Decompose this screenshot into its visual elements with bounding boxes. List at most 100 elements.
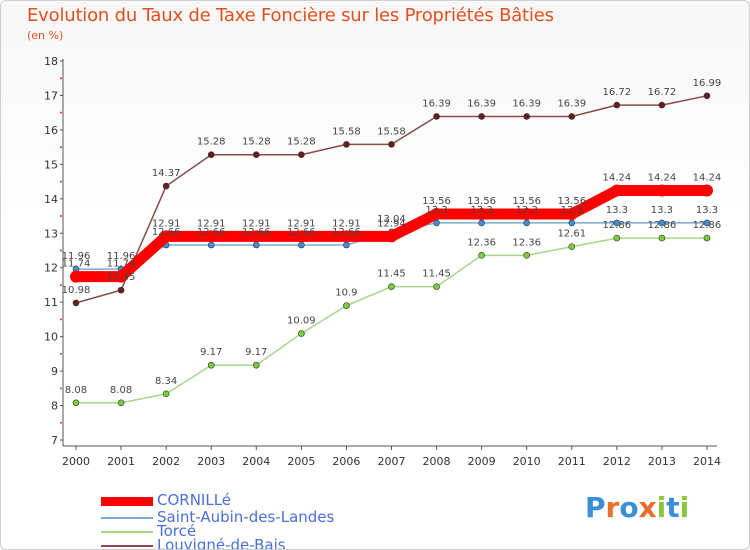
legend-label: Louvigné-de-Bais (157, 536, 286, 550)
x-tick-label: 2008 (423, 455, 451, 468)
y-tick-label: 9 (51, 365, 58, 378)
data-label: 12.66 (332, 227, 361, 238)
data-point (523, 252, 531, 259)
data-label: 15.28 (287, 137, 316, 148)
data-label: 12.91 (197, 218, 226, 229)
data-point (72, 299, 80, 307)
data-point (385, 230, 398, 243)
x-tick-label: 2012 (603, 455, 631, 468)
legend-label: CORNILLé (157, 491, 232, 509)
y-minor-tick (60, 318, 62, 321)
data-point (295, 230, 308, 243)
logo-letter: r (605, 491, 620, 524)
data-point (115, 270, 128, 283)
data-point (72, 399, 80, 407)
data-label: 12.86 (648, 220, 677, 231)
data-point (703, 92, 711, 100)
data-label: 14.24 (648, 173, 677, 184)
x-tick-label: 2004 (242, 455, 270, 468)
data-point (298, 330, 305, 337)
data-point (207, 241, 215, 249)
data-label: 12.66 (242, 227, 271, 238)
data-point (252, 151, 260, 159)
x-tick-label: 2006 (332, 455, 360, 468)
y-minor-tick (60, 387, 62, 390)
data-label: 16.99 (693, 78, 722, 89)
data-label: 11.96 (62, 251, 91, 262)
y-tick-label: 16 (44, 124, 58, 137)
data-point (658, 219, 666, 227)
data-label: 15.28 (242, 137, 271, 148)
data-point (433, 113, 440, 120)
data-point (298, 241, 305, 249)
legend-swatch (101, 531, 153, 533)
data-label: 12.66 (152, 227, 181, 238)
data-label: 14.37 (152, 168, 181, 179)
data-point (388, 141, 395, 148)
data-point (478, 252, 485, 259)
logo-letter: t (666, 491, 680, 524)
data-label: 12.36 (467, 237, 496, 248)
data-label: 10.09 (287, 316, 316, 327)
y-minor-tick (60, 111, 62, 114)
data-label: 12.91 (242, 218, 271, 229)
data-point (207, 151, 215, 159)
y-tick-label: 12 (44, 262, 58, 275)
x-tick-label: 2005 (287, 455, 315, 468)
data-point (565, 207, 578, 220)
data-label: 12.86 (603, 220, 632, 231)
y-tick-label: 10 (44, 331, 58, 344)
data-point (610, 184, 623, 197)
data-point (343, 241, 350, 249)
data-point (205, 230, 218, 243)
x-tick-label: 2010 (513, 455, 541, 468)
x-tick-label: 2014 (693, 455, 721, 468)
legend-swatch (101, 517, 153, 519)
legend-label: Saint-Aubin-des-Landes (157, 508, 335, 526)
data-label: 13.3 (516, 205, 538, 216)
data-point (430, 207, 443, 220)
logo-letter: o (619, 491, 639, 524)
data-point (250, 230, 263, 243)
y-tick-label: 17 (44, 89, 58, 102)
data-point (568, 243, 576, 251)
data-label: 12.94 (377, 218, 406, 229)
x-tick-label: 2011 (558, 455, 586, 468)
data-point (162, 390, 170, 398)
data-label: 16.72 (648, 87, 677, 98)
data-label: 12.66 (287, 227, 316, 238)
data-point (252, 241, 260, 249)
y-minor-tick (60, 352, 62, 355)
data-point (162, 182, 170, 190)
data-point (388, 283, 395, 290)
data-label: 11.96 (107, 251, 136, 262)
y-tick-label: 8 (51, 400, 58, 413)
data-point (340, 230, 353, 243)
data-point (655, 184, 668, 197)
data-label: 16.72 (603, 87, 632, 98)
chart-title: Evolution du Taux de Taxe Foncière sur l… (27, 5, 554, 26)
data-point (613, 219, 621, 227)
y-tick-label: 15 (44, 158, 58, 171)
legend-swatch (101, 545, 153, 547)
data-label: 10.98 (62, 285, 91, 296)
data-label: 9.17 (200, 347, 222, 358)
data-point (117, 286, 125, 294)
data-label: 16.39 (512, 98, 541, 109)
data-point (700, 184, 713, 197)
data-label: 13.3 (696, 205, 718, 216)
data-point (478, 113, 485, 120)
data-label: 8.08 (65, 385, 87, 396)
y-tick-label: 18 (44, 55, 58, 68)
data-label: 10.9 (335, 288, 357, 299)
data-point (475, 207, 488, 220)
data-label: 13.56 (512, 196, 541, 207)
data-point (658, 101, 666, 109)
data-label: 12.86 (693, 220, 722, 231)
data-label: 12.91 (332, 218, 361, 229)
data-label: 14.24 (603, 173, 632, 184)
data-point (160, 230, 173, 243)
data-label: 16.39 (467, 98, 496, 109)
data-label: 13.56 (422, 196, 451, 207)
